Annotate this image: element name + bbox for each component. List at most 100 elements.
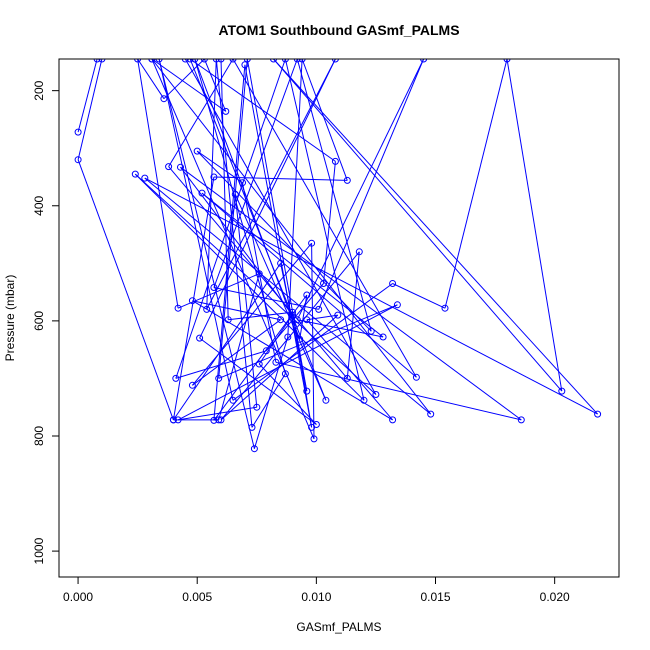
series-line-segment [311, 243, 315, 439]
data-point [210, 284, 218, 291]
data-point [222, 107, 230, 115]
data-point [379, 333, 387, 341]
series-line-segment [234, 194, 327, 401]
series-line-segment [168, 166, 348, 379]
data-point [198, 189, 206, 197]
data-point [298, 59, 306, 63]
series-line-segment [178, 406, 257, 421]
data-point [188, 297, 196, 305]
series-line-segment [77, 159, 174, 421]
series-line-segment [184, 59, 377, 395]
series-line-segment [151, 59, 227, 112]
data-point [360, 396, 368, 404]
series-line-segment [220, 59, 229, 320]
data-point [389, 416, 397, 424]
y-tick-label: 1000 [32, 537, 46, 564]
data-point [241, 61, 249, 69]
data-point [262, 347, 270, 355]
series-line-segment [192, 242, 312, 386]
data-point [174, 416, 182, 424]
data-point [503, 59, 511, 63]
series-line-segment [287, 59, 303, 338]
data-point [558, 387, 566, 395]
series-line-segment [213, 287, 319, 310]
series-line-segment [134, 173, 377, 395]
data-point [308, 423, 316, 431]
series-line-segment [506, 59, 563, 392]
data-point [131, 170, 139, 178]
data-point [248, 423, 256, 431]
data-point [334, 311, 342, 319]
data-point [303, 387, 311, 395]
series-line-segment [213, 59, 298, 288]
series-line-segment [346, 251, 360, 379]
data-point [284, 333, 292, 341]
series-line-segment [301, 59, 348, 181]
data-point [239, 179, 246, 187]
data-point [155, 59, 163, 63]
plot-area [74, 59, 602, 453]
series-line-segment [194, 59, 286, 374]
x-tick-label: 0.015 [420, 590, 450, 604]
data-point [343, 374, 351, 382]
series-line-segment [258, 363, 317, 425]
data-point [174, 304, 182, 312]
data-point [148, 59, 156, 63]
series-line-segment [168, 59, 234, 167]
series-line-segment [137, 59, 179, 309]
series-line-segment [201, 192, 384, 338]
data-point [289, 311, 296, 319]
series-line-segment [306, 319, 393, 421]
data-point [210, 416, 218, 424]
series-line-segment [196, 150, 372, 332]
data-point [393, 301, 401, 309]
series-line-segment [180, 166, 522, 421]
data-point [200, 59, 208, 63]
series-line-segment [251, 373, 286, 428]
data-point [212, 59, 220, 63]
x-tick-label: 0.005 [182, 590, 212, 604]
data-point [217, 59, 225, 63]
data-point [315, 305, 323, 313]
series-line-segment [306, 314, 338, 321]
data-point [303, 316, 311, 324]
data-point [253, 403, 261, 411]
series-line-segment [392, 283, 446, 309]
data-point [289, 308, 296, 316]
series-line-segment [275, 361, 522, 421]
data-point [320, 280, 327, 287]
series-layer [74, 59, 602, 453]
data-point [372, 391, 380, 398]
data-point [231, 190, 239, 198]
series-line-segment [206, 59, 336, 310]
series-line-segment [137, 59, 165, 99]
data-point [322, 396, 330, 404]
y-axis: 200 400 600 800 1000 [32, 80, 60, 564]
data-point [255, 360, 263, 368]
data-point [215, 416, 223, 424]
chart-title: ATOM1 Southbound GASmf_PALMS [218, 22, 459, 38]
series-line-segment [201, 192, 417, 378]
series-line-segment [323, 161, 336, 284]
data-point [177, 163, 184, 171]
x-tick-label: 0.020 [540, 590, 570, 604]
series-line-segment [218, 59, 248, 379]
data-point [165, 163, 173, 171]
series-line-segment [273, 59, 598, 415]
series-line-segment [318, 59, 425, 310]
data-point [441, 304, 449, 312]
data-point [331, 59, 339, 63]
data-point [277, 259, 285, 267]
data-point [229, 396, 237, 404]
series-line-segment [213, 64, 246, 421]
series-line-segment [199, 337, 317, 425]
data-point [74, 156, 82, 164]
data-point [210, 173, 218, 181]
data-point [303, 291, 311, 299]
data-point [367, 327, 375, 335]
data-point [93, 59, 101, 63]
data-point [243, 59, 251, 63]
series-line-segment [297, 319, 384, 338]
data-point [293, 316, 301, 324]
series-line-segment [151, 59, 315, 440]
